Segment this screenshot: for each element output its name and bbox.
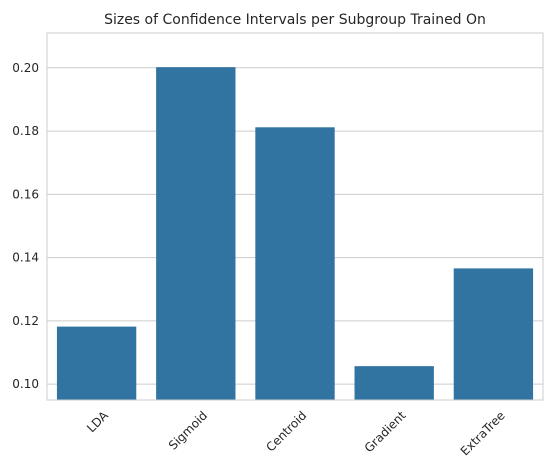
y-axis-ticks: 0.10 0.12 0.14 0.16 0.18 0.20 [12,61,39,391]
x-tick-label: ExtraTree [458,408,508,458]
x-tick-label: Sigmoid [166,408,210,452]
y-tick-label: 0.16 [12,187,39,201]
x-tick-label: Gradient [362,408,409,455]
chart-title: Sizes of Confidence Intervals per Subgro… [104,12,486,28]
y-tick-label: 0.20 [12,61,39,75]
x-tick-label: Centroid [263,408,309,454]
bar-lda [56,326,137,400]
y-tick-label: 0.12 [12,314,39,328]
x-axis-ticks: LDA Sigmoid Centroid Gradient ExtraTree [84,408,508,459]
y-tick-label: 0.14 [12,251,39,265]
y-tick-label: 0.18 [12,124,39,138]
plot-frame [46,32,544,401]
x-tick-label: LDA [84,408,111,435]
bar-sigmoid [156,67,236,400]
bars [56,67,534,400]
bar-gradient [354,366,434,400]
bar-centroid [255,127,335,400]
y-tick-label: 0.10 [12,377,39,391]
bar-extratree [453,268,534,400]
